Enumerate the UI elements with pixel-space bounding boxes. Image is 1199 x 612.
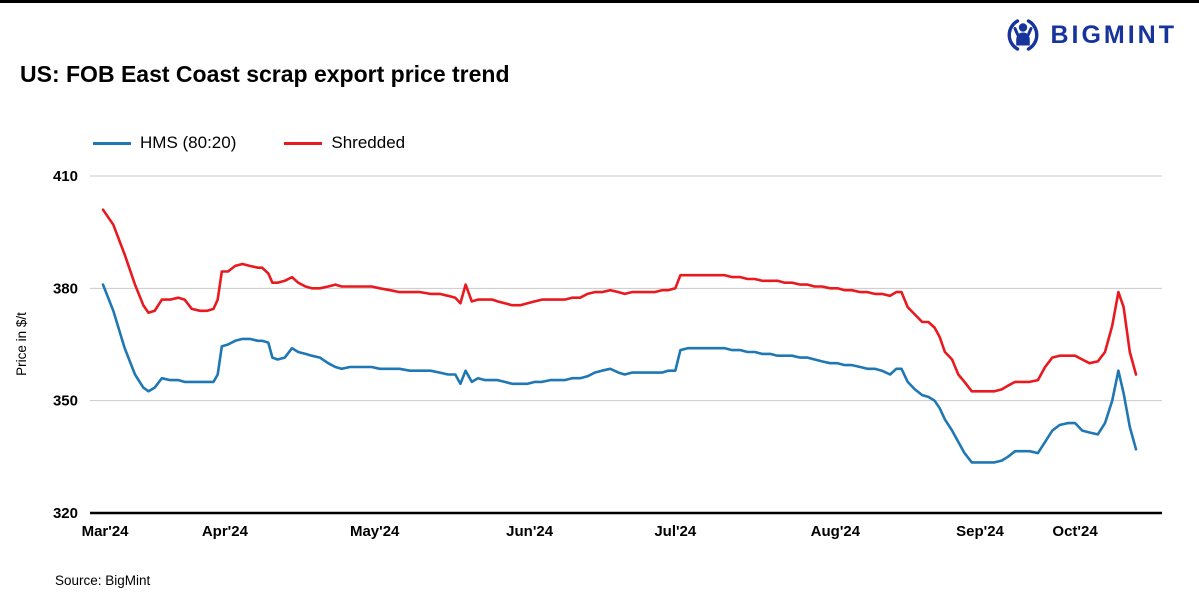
x-tick-label: Apr'24: [202, 523, 249, 540]
legend-item-shredded: Shredded: [284, 133, 405, 153]
bigmint-logo-icon: [1008, 19, 1039, 51]
bigmint-logo-text: BIGMINT: [1050, 20, 1177, 49]
y-tick-label: 380: [53, 280, 78, 297]
bigmint-logo: BIGMINT: [1005, 17, 1177, 53]
y-axis-title: Price in $/t: [14, 312, 29, 376]
x-tick-label: Aug'24: [811, 523, 861, 540]
x-tick-label: Oct'24: [1052, 523, 1098, 540]
x-tick-label: May'24: [350, 523, 400, 540]
page-title: US: FOB East Coast scrap export price tr…: [20, 61, 510, 87]
x-tick-label: Mar'24: [82, 523, 130, 540]
y-tick-label: 320: [53, 505, 78, 522]
x-tick-label: Sep'24: [956, 523, 1004, 540]
chart-legend: HMS (80:20) Shredded: [93, 133, 405, 153]
legend-swatch-hms: [93, 141, 131, 145]
legend-swatch-shredded: [284, 141, 323, 145]
series-line-hms: [101, 283, 1138, 464]
x-tick-label: Jul'24: [654, 523, 697, 540]
x-tick-label: Jun'24: [506, 523, 554, 540]
series-line-shredded: [101, 208, 1138, 393]
legend-label-shredded: Shredded: [331, 133, 406, 152]
source-note: Source: BigMint: [55, 573, 151, 588]
legend-label-hms: HMS (80:20): [140, 133, 237, 152]
y-tick-label: 410: [53, 168, 78, 185]
y-tick-label: 350: [53, 393, 78, 410]
legend-item-hms: HMS (80:20): [93, 133, 236, 153]
